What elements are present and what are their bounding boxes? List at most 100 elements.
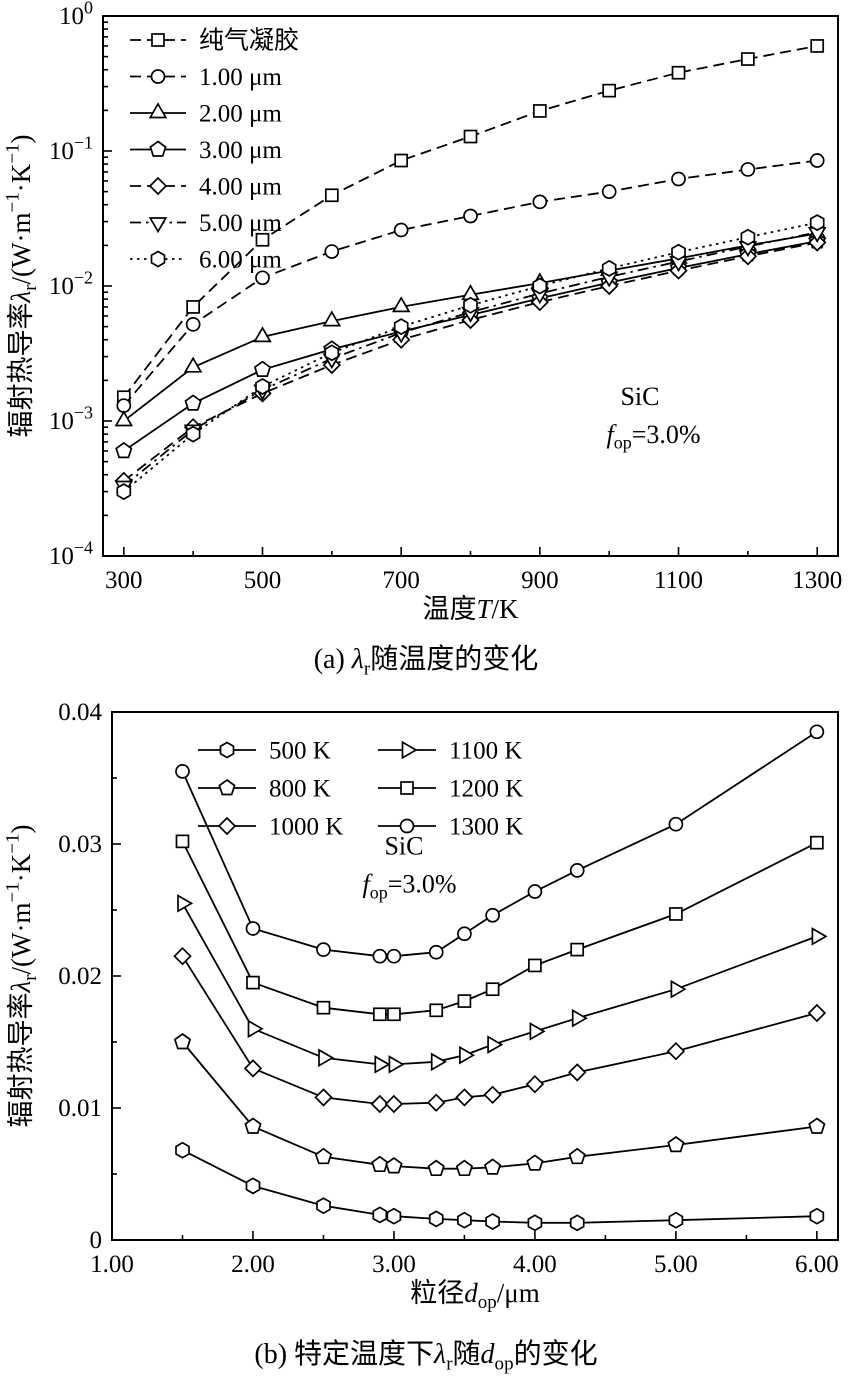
svg-text:1.00 μm: 1.00 μm (199, 64, 282, 91)
hexagon-marker (150, 250, 166, 268)
pentagon-marker (371, 1155, 389, 1172)
pentagon-marker (427, 1159, 445, 1176)
diamond-marker (455, 1087, 474, 1107)
hexagon-marker (601, 259, 617, 277)
circle-marker (601, 184, 617, 199)
hexagon-marker (175, 1141, 190, 1159)
square-marker (372, 1007, 387, 1021)
svg-text:0.02: 0.02 (58, 963, 102, 990)
hexagon-marker (255, 378, 270, 395)
square-marker (429, 1003, 444, 1017)
svg-text:1100 K: 1100 K (449, 737, 522, 764)
hexagon-marker (569, 1213, 585, 1231)
series-1-00-um (116, 153, 825, 413)
hexagon-marker (393, 318, 409, 336)
square-marker (186, 300, 200, 314)
pentagon-marker (149, 140, 167, 157)
hexagon-marker (527, 1213, 543, 1231)
square-marker (246, 975, 260, 990)
hexagon-marker (457, 1211, 472, 1229)
square-marker (463, 129, 478, 144)
square-marker (528, 958, 542, 972)
series-500-K (175, 1141, 825, 1231)
caption-a-lambda-symbol: λ (351, 644, 364, 675)
triangle-right-marker (670, 979, 687, 999)
svg-text:3.00: 3.00 (372, 1251, 416, 1278)
caption-b-suffix: 的变化 (513, 1338, 598, 1370)
square-marker (532, 104, 547, 118)
triangle-right-marker (571, 1008, 588, 1028)
pentagon-marker (385, 1156, 403, 1174)
pentagon-marker (253, 360, 272, 377)
square-marker (810, 39, 825, 53)
caption-b-d-symbol: d (480, 1338, 495, 1370)
plot-b: 1.00 2.00 3.00 4.00 5.00 6.00 0 0.01 0.02 0.03 0.0… (3, 699, 839, 1313)
triangle-right-marker (401, 740, 418, 759)
hexagon-marker (386, 1207, 402, 1225)
series-pure-aerogel (116, 39, 825, 405)
svg-text:1.00: 1.00 (90, 1251, 134, 1278)
svg-text:100: 100 (59, 0, 93, 30)
svg-text:fop=3.0%: fop=3.0% (606, 420, 700, 453)
triangle-down-marker (148, 217, 168, 234)
pentagon-marker (244, 1117, 262, 1134)
circle-marker (428, 944, 444, 960)
axis-tick-labels: 300 500 700 900 1100 1300 100 10−1 10−2 10−3 10−4 (49, 0, 842, 594)
triangle-right-marker (459, 1045, 476, 1065)
hexagon-marker (245, 1177, 261, 1194)
hexagon-marker (809, 1207, 825, 1225)
triangle-up-marker (148, 102, 168, 119)
svg-text:800 K: 800 K (269, 775, 331, 802)
pentagon-marker (218, 778, 236, 795)
svg-text:900: 900 (521, 567, 559, 594)
hexagon-marker (740, 228, 756, 246)
triangle-right-marker (811, 926, 828, 946)
circle-marker (316, 941, 331, 957)
svg-text:5.00 μm: 5.00 μm (199, 210, 282, 237)
series-1100-K (177, 893, 828, 1074)
pentagon-marker (184, 394, 202, 411)
pentagon-marker (455, 1159, 473, 1176)
square-marker (570, 942, 585, 957)
svg-text:10−3: 10−3 (49, 403, 93, 436)
square-marker (394, 153, 409, 168)
triangle-right-marker (318, 1048, 335, 1067)
triangle-up-marker (114, 410, 134, 427)
circle-marker (399, 818, 415, 833)
svg-text:纯气凝胶: 纯气凝胶 (199, 26, 299, 54)
triangle-right-marker (374, 1054, 391, 1074)
square-marker (316, 1000, 331, 1015)
axis-ticks (111, 710, 818, 1241)
diamond-marker (807, 1003, 827, 1022)
svg-text:0.03: 0.03 (58, 831, 102, 858)
diamond-marker (370, 1094, 390, 1113)
svg-text:辐射热导率λr/(W·m−1·K−1): 辐射热导率λr/(W·m−1·K−1) (3, 824, 41, 1127)
circle-marker (372, 948, 388, 964)
svg-text:700: 700 (382, 567, 420, 594)
svg-text:2.00: 2.00 (231, 1251, 275, 1278)
svg-text:10−2: 10−2 (49, 268, 93, 301)
circle-marker (809, 724, 825, 739)
circle-marker (185, 316, 201, 332)
diamond-marker (314, 1087, 333, 1107)
square-marker (671, 65, 686, 80)
axis-tick-labels: 1.00 2.00 3.00 4.00 5.00 6.00 0 0.01 0.02 0.03 0.0… (58, 699, 838, 1278)
circle-marker (569, 862, 585, 878)
pentagon-marker (667, 1135, 685, 1152)
svg-text:300: 300 (105, 567, 143, 594)
hexagon-marker (668, 1211, 684, 1229)
plot-a: 300 500 700 900 1100 1300 100 10−1 10−2 10−3 10−4 温… (3, 0, 843, 624)
svg-text:1300 K: 1300 K (449, 813, 523, 840)
square-marker (741, 52, 755, 66)
circle-marker (740, 162, 756, 177)
caption-b-mid: 随 (452, 1338, 481, 1370)
triangle-right-marker (177, 893, 194, 913)
diamond-marker (148, 176, 168, 196)
square-marker (255, 232, 270, 247)
series-1000-K (173, 946, 827, 1113)
circle-marker (386, 948, 402, 964)
pentagon-marker (808, 1117, 826, 1134)
legend: 500 K 800 K 1000 K 1100 K 1200 K 1300 K (198, 737, 523, 840)
circle-marker (116, 398, 132, 413)
